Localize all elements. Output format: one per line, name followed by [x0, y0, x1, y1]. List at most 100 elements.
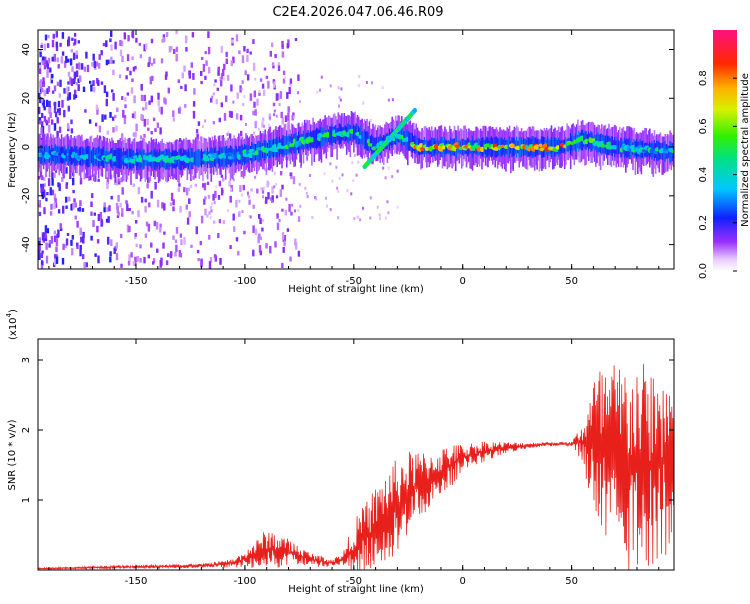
noise-cell [281, 262, 284, 268]
noise-cell [161, 172, 165, 180]
noise-cell [172, 117, 176, 122]
noise-cell [72, 189, 75, 194]
noise-cell [90, 235, 93, 241]
spectrogram-frame [37, 29, 675, 270]
noise-cell [258, 233, 261, 238]
noise-cell [44, 34, 48, 41]
noise-cell [74, 38, 77, 45]
colorbar-tick-label: 0.8 [698, 70, 709, 86]
noise-cell [39, 120, 42, 125]
noise-cell [44, 232, 47, 239]
spectrogram-y-label: Frequency (Hz) [7, 112, 18, 188]
noise-cell [138, 42, 141, 46]
noise-cell [362, 206, 364, 210]
ridge-core [480, 146, 485, 153]
noise-cell [266, 167, 269, 171]
noise-cell [210, 97, 213, 103]
noise-cell [67, 71, 71, 77]
noise-cell [38, 66, 42, 74]
noise-cell [58, 126, 62, 133]
noise-cell [57, 229, 60, 238]
noise-cell [304, 186, 307, 190]
noise-cell [172, 235, 175, 240]
noise-cell [74, 89, 77, 96]
noise-cell [40, 45, 43, 49]
noise-cell [369, 196, 372, 200]
noise-cell [126, 54, 130, 62]
noise-cell [209, 206, 212, 210]
ridge-body [330, 127, 332, 144]
noise-cell [61, 176, 64, 182]
noise-cell [56, 130, 59, 139]
noise-cell [213, 254, 217, 259]
ridge-body [538, 139, 541, 155]
noise-cell [195, 226, 198, 235]
ridge-core [349, 128, 355, 134]
ridge-body [410, 132, 413, 153]
ridge-body [258, 140, 260, 162]
noise-cell [159, 227, 162, 233]
noise-cell [194, 183, 197, 187]
noise-cell [259, 250, 263, 256]
noise-cell [241, 55, 245, 64]
noise-cell [108, 205, 111, 212]
noise-cell [192, 73, 195, 80]
noise-cell [222, 68, 225, 77]
noise-cell [350, 192, 353, 196]
noise-cell [43, 115, 47, 122]
noise-cell [246, 191, 249, 195]
noise-cell [105, 59, 109, 66]
snr-x-tick-label: 50 [565, 576, 578, 587]
noise-cell [91, 62, 94, 67]
snr-x-tick-label: 0 [460, 576, 466, 587]
noise-cell [103, 85, 107, 94]
noise-cell [98, 63, 101, 69]
noise-cell [43, 106, 46, 111]
noise-cell [60, 227, 63, 231]
noise-cell [75, 63, 79, 69]
ridge-body [663, 144, 665, 159]
noise-cell [49, 112, 52, 118]
ridge-body [196, 150, 198, 167]
noise-cell [126, 224, 130, 233]
noise-cell [133, 111, 136, 119]
noise-cell [282, 70, 286, 76]
noise-cell [156, 122, 159, 128]
noise-cell [352, 179, 355, 182]
noise-cell [40, 260, 44, 264]
noise-cell [287, 106, 290, 113]
noise-cell [134, 65, 137, 70]
noise-cell [46, 192, 49, 196]
noise-cell [351, 161, 354, 165]
noise-cell [297, 91, 300, 95]
noise-cell [253, 131, 256, 135]
noise-cell [55, 256, 59, 264]
noise-cell [104, 114, 107, 120]
spectrogram-x-tick-label: 50 [565, 276, 578, 287]
noise-cell [121, 187, 124, 195]
ridge-core [139, 156, 143, 163]
noise-cell [369, 119, 372, 122]
noise-cell [271, 62, 275, 67]
noise-cell [210, 209, 213, 213]
noise-cell [208, 261, 212, 269]
noise-cell [73, 94, 76, 100]
noise-cell [73, 79, 76, 83]
noise-cell [355, 173, 358, 177]
noise-cell [338, 176, 341, 180]
noise-cell [220, 45, 223, 53]
noise-cell [65, 238, 69, 246]
noise-cell [167, 253, 170, 257]
noise-cell [56, 233, 59, 239]
noise-cell [70, 239, 73, 246]
noise-cell [70, 49, 73, 53]
noise-cell [186, 217, 190, 225]
noise-cell [183, 65, 186, 72]
noise-cell [44, 119, 48, 124]
noise-cell [252, 62, 256, 71]
noise-cell [81, 208, 85, 212]
noise-cell [42, 56, 45, 61]
noise-cell [220, 187, 224, 196]
noise-cell [145, 43, 148, 50]
noise-cell [219, 257, 222, 265]
